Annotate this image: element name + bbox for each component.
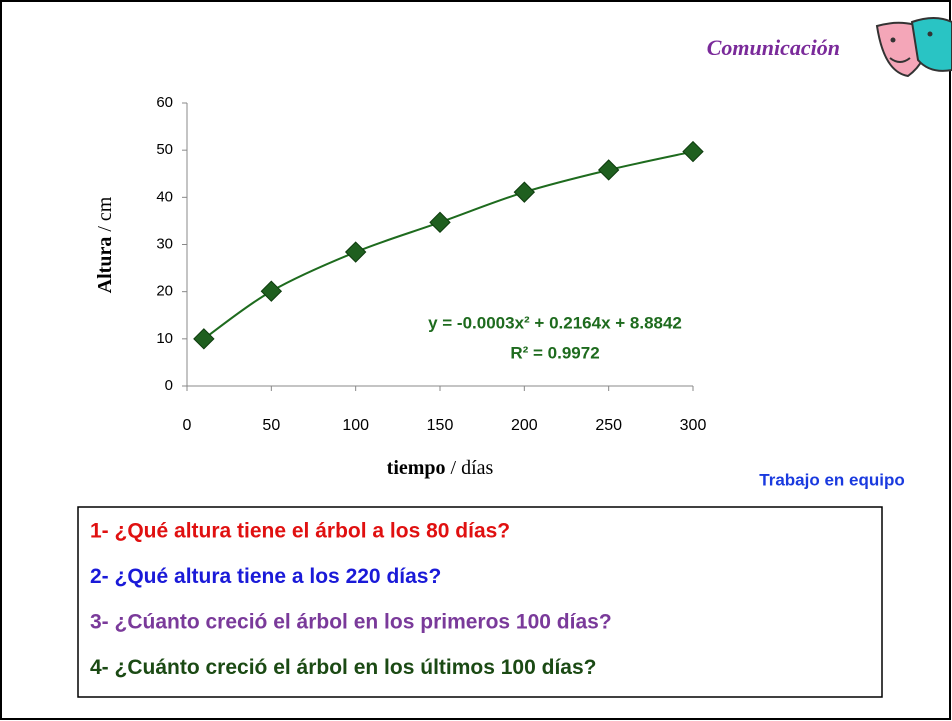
x-axis-title-bold: tiempo xyxy=(387,457,446,479)
x-axis-title-rest: / días xyxy=(451,457,494,479)
x-tick-label: 250 xyxy=(595,417,622,434)
y-tick-label: 40 xyxy=(156,188,173,205)
y-tick-label: 50 xyxy=(156,141,173,158)
question: 1- ¿Qué altura tiene el árbol a los 80 d… xyxy=(90,520,510,543)
question: 3- ¿Cúanto creció el árbol en los primer… xyxy=(90,611,612,634)
question: 4- ¿Cuánto creció el árbol en los último… xyxy=(90,656,596,679)
x-tick-label: 150 xyxy=(427,417,454,434)
y-tick-label: 60 xyxy=(156,94,173,111)
x-tick-label: 200 xyxy=(511,417,538,434)
trend-equation: y = -0.0003x² + 0.2164x + 8.8842 xyxy=(428,313,682,332)
y-axis-title-rest: / cm xyxy=(94,196,116,231)
y-tick-label: 20 xyxy=(156,283,173,300)
x-axis-title: tiempo/ días xyxy=(387,457,494,479)
y-tick-label: 10 xyxy=(156,330,173,347)
y-axis-title: Altura / cm xyxy=(94,196,116,293)
y-tick-label: 30 xyxy=(156,235,173,252)
y-tick-label: 0 xyxy=(165,377,173,394)
slide: Comunicación Trabajo en equipo 1- ¿Qué a… xyxy=(0,0,952,721)
trend-r2: R² = 0.9972 xyxy=(510,343,599,362)
y-axis-title-bold: Altura xyxy=(94,237,116,294)
x-tick-label: 50 xyxy=(262,417,280,434)
x-tick-label: 100 xyxy=(342,417,369,434)
question: 2- ¿Qué altura tiene a los 220 días? xyxy=(90,565,441,588)
team-label: Trabajo en equipo xyxy=(759,470,904,489)
section-title: Comunicación xyxy=(707,35,840,60)
x-tick-label: 0 xyxy=(183,417,192,434)
x-tick-label: 300 xyxy=(680,417,707,434)
